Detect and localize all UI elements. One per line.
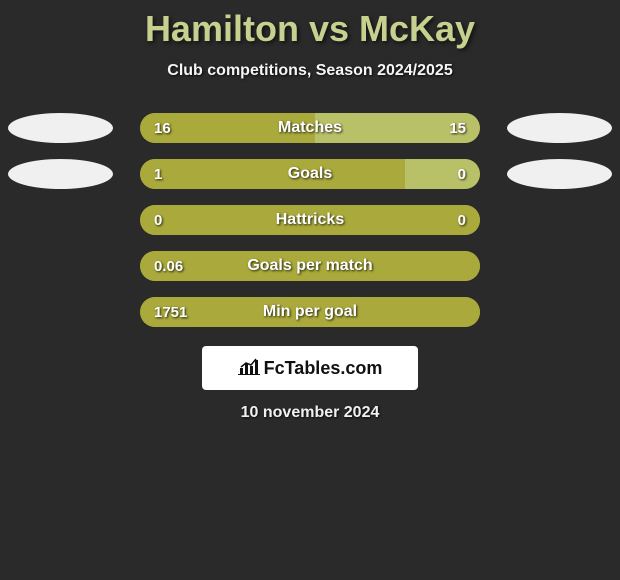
bar-fill-left [140,159,405,189]
player-badge-right [507,113,612,143]
subtitle: Club competitions, Season 2024/2025 [0,62,620,80]
player-badge-left [8,159,113,189]
logo-text: FcTables.com [264,358,383,379]
bar-fill-left [140,297,480,327]
stat-row: Min per goal1751 [0,296,620,328]
stat-bar: Min per goal1751 [140,297,480,327]
date-label: 10 november 2024 [0,404,620,422]
comparison-widget: Hamilton vs McKay Club competitions, Sea… [0,0,620,422]
stat-row: Goals10 [0,158,620,190]
player-badge-right [507,159,612,189]
page-title: Hamilton vs McKay [0,8,620,50]
stat-row: Goals per match0.06 [0,250,620,282]
player-badge-left [8,113,113,143]
bar-fill-left [140,205,480,235]
bar-fill-right [315,113,480,143]
stat-bar: Hattricks00 [140,205,480,235]
logo-box[interactable]: FcTables.com [202,346,418,390]
bar-fill-right [405,159,480,189]
stat-bar: Goals10 [140,159,480,189]
stat-bar: Matches1615 [140,113,480,143]
bar-fill-left [140,113,315,143]
chart-icon [238,357,260,380]
stats-rows: Matches1615 Goals10 Hattricks00 Goals per m… [0,112,620,328]
stat-row: Hattricks00 [0,204,620,236]
stat-bar: Goals per match0.06 [140,251,480,281]
stat-row: Matches1615 [0,112,620,144]
bar-fill-left [140,251,480,281]
